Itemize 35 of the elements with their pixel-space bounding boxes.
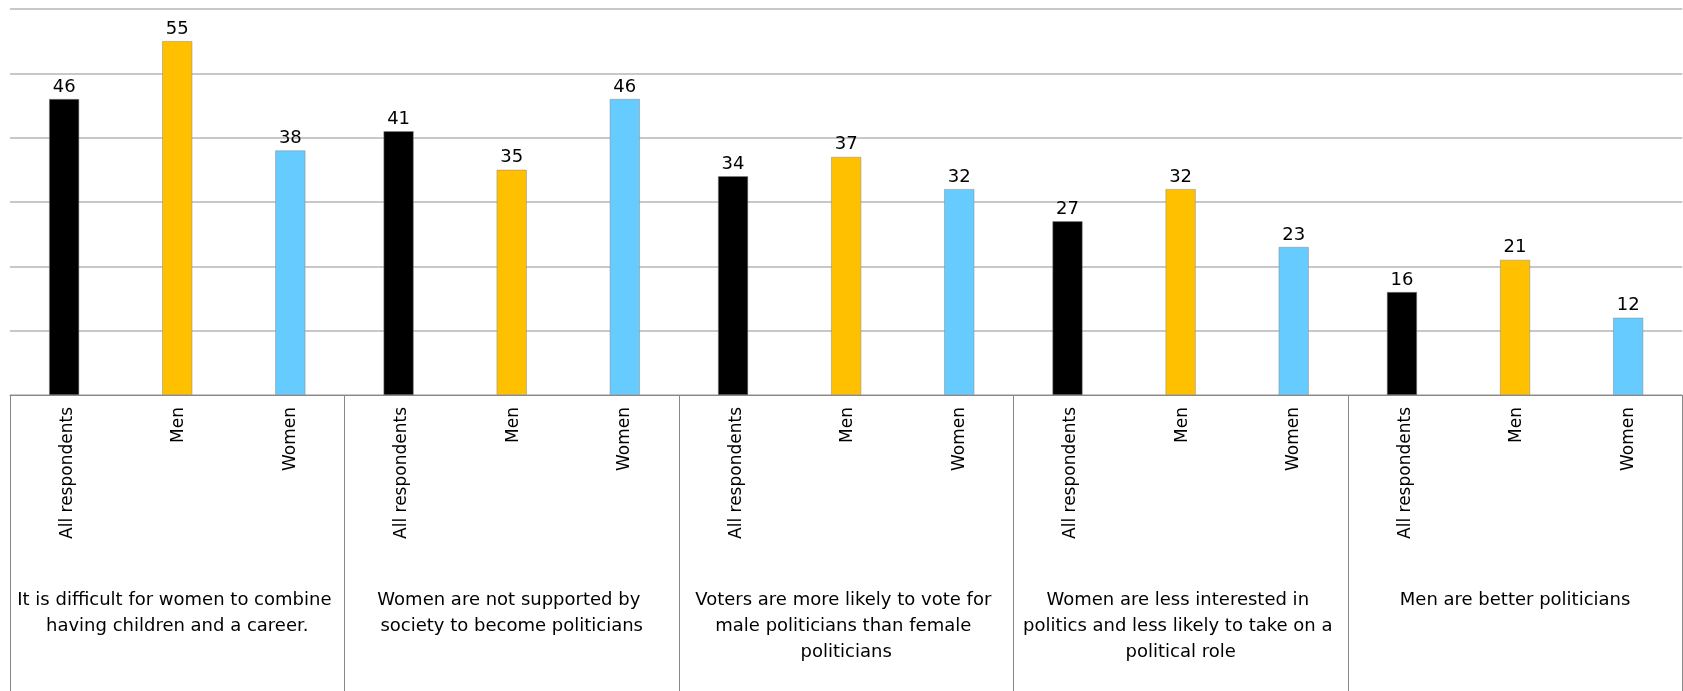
data-label: 21 [1503,235,1527,257]
x-tick-label: Voters are more likely to vote for male politicians than female politicians [695,587,998,661]
data-label: 37 [834,132,858,154]
x-tick-label: Women are less interested in politics and less likely to take on a political role [1022,587,1339,661]
x-tick-label: It is difficult for women to combine having children and a career. [17,587,338,635]
data-label: 34 [721,151,745,173]
data-label: 23 [1282,222,1306,244]
data-label: 38 [278,126,302,148]
x-tick-label: Men are better politicians [1399,587,1631,609]
data-label: 46 [613,74,637,96]
data-label: 55 [165,16,189,38]
data-label: 16 [1390,267,1414,289]
text: Women [1282,407,1303,472]
data-label: 35 [500,145,524,167]
data-label: 46 [52,74,76,96]
text: Men [1505,407,1526,443]
text: All respondents [1059,407,1080,539]
text: All respondents [724,407,745,539]
text: Women [1616,407,1637,472]
x-tick-label: Women are not supported by society to become politicians [377,587,647,635]
data-label: 32 [947,164,971,186]
text: Men [1170,407,1191,443]
text: Women [613,407,634,472]
text: All respondents [55,406,76,539]
data-label: 27 [1056,196,1079,218]
text: Men [167,407,188,443]
text: Women [947,407,968,472]
text: Women [278,407,299,472]
text: Men [836,407,857,443]
data-label: 12 [1616,293,1640,315]
data-label: 41 [387,106,411,128]
data-label: 32 [1169,164,1193,186]
text: All respondents [390,407,411,539]
text: All respondents [1393,407,1414,539]
text: Men [501,407,522,443]
